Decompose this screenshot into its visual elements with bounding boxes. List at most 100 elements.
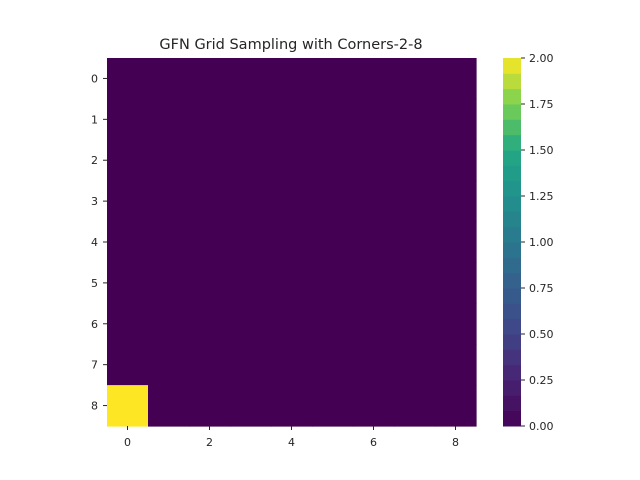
y-tick-label: 1 bbox=[91, 113, 98, 126]
colorbar-tick-label: 1.00 bbox=[529, 236, 554, 249]
colorbar-segment bbox=[503, 180, 521, 197]
heatmap-cell bbox=[353, 344, 395, 386]
colorbar-tick-label: 0.25 bbox=[529, 374, 554, 387]
heatmap-cell bbox=[435, 303, 477, 345]
heatmap-cell bbox=[271, 98, 313, 141]
heatmap-cell bbox=[353, 262, 395, 304]
heatmap-cell bbox=[394, 303, 436, 345]
heatmap-cell bbox=[271, 344, 313, 386]
heatmap-cell bbox=[353, 98, 395, 141]
colorbar-segment bbox=[503, 104, 521, 120]
x-tick-label: 0 bbox=[124, 436, 131, 449]
heatmap-cell bbox=[312, 303, 354, 345]
y-tick-label: 6 bbox=[91, 318, 98, 331]
colorbar-segment bbox=[503, 272, 521, 289]
heatmap-cell bbox=[189, 221, 231, 264]
colorbar-tick-label: 0.00 bbox=[529, 420, 554, 433]
heatmap-cell bbox=[148, 98, 190, 141]
colorbar-segment bbox=[503, 334, 521, 350]
colorbar-segment bbox=[503, 318, 521, 335]
heatmap-cell bbox=[230, 303, 272, 345]
heatmap-cell bbox=[107, 221, 149, 264]
heatmap-cell bbox=[394, 98, 436, 141]
colorbar-segment bbox=[503, 257, 521, 274]
heatmap-cells bbox=[107, 58, 477, 427]
heatmap-cell bbox=[189, 303, 231, 345]
heatmap-cell bbox=[271, 221, 313, 264]
heatmap-cell bbox=[107, 139, 149, 182]
x-tick-label: 2 bbox=[206, 436, 213, 449]
heatmap-cell bbox=[148, 139, 190, 182]
heatmap-cell bbox=[230, 344, 272, 386]
colorbar-segment bbox=[503, 73, 521, 90]
colorbar-segment bbox=[503, 380, 521, 396]
y-tick-label: 8 bbox=[91, 400, 98, 413]
heatmap-cell bbox=[271, 139, 313, 182]
colorbar-segment bbox=[503, 288, 521, 304]
heatmap-cell bbox=[312, 262, 354, 304]
heatmap-cell bbox=[107, 303, 149, 345]
heatmap-cell bbox=[394, 139, 436, 182]
colorbar-segment bbox=[503, 410, 521, 427]
colorbar bbox=[503, 58, 521, 427]
colorbar-segment bbox=[503, 134, 521, 151]
colorbar-segment bbox=[503, 395, 521, 412]
heatmap-cell bbox=[435, 221, 477, 264]
heatmap-cell bbox=[312, 98, 354, 141]
heatmap-cell bbox=[394, 344, 436, 386]
colorbar-segment bbox=[503, 58, 521, 74]
heatmap-cell bbox=[189, 385, 231, 427]
heatmap-cell bbox=[312, 58, 354, 100]
heatmap-cell bbox=[148, 303, 190, 345]
x-tick-label: 4 bbox=[288, 436, 295, 449]
heatmap-cell bbox=[107, 180, 149, 223]
x-tick-label: 8 bbox=[452, 436, 459, 449]
heatmap-cell bbox=[148, 180, 190, 223]
heatmap-cell bbox=[107, 385, 149, 427]
heatmap-cell bbox=[148, 221, 190, 264]
heatmap-cell bbox=[435, 385, 477, 427]
x-axis: 0 2 4 6 8 bbox=[124, 426, 459, 449]
heatmap-cell bbox=[148, 385, 190, 427]
colorbar-segment bbox=[503, 165, 521, 182]
heatmap-cell bbox=[271, 180, 313, 223]
colorbar-segment bbox=[503, 211, 521, 228]
heatmap-cell bbox=[394, 180, 436, 223]
y-tick-label: 7 bbox=[91, 359, 98, 372]
heatmap-cell bbox=[312, 385, 354, 427]
colorbar-segment bbox=[503, 196, 521, 212]
heatmap-cell bbox=[435, 344, 477, 386]
heatmap-cell bbox=[107, 58, 149, 100]
heatmap-cell bbox=[189, 58, 231, 100]
y-tick-label: 5 bbox=[91, 277, 98, 290]
heatmap-cell bbox=[189, 98, 231, 141]
heatmap-cell bbox=[353, 221, 395, 264]
heatmap-cell bbox=[312, 221, 354, 264]
y-axis: 0 1 2 3 4 5 6 7 8 bbox=[91, 72, 107, 413]
x-tick-label: 6 bbox=[370, 436, 377, 449]
heatmap-cell bbox=[353, 139, 395, 182]
heatmap-cell bbox=[435, 139, 477, 182]
colorbar-segment bbox=[503, 226, 521, 243]
heatmap-cell bbox=[107, 344, 149, 386]
heatmap-cell bbox=[189, 262, 231, 304]
heatmap-cell bbox=[230, 221, 272, 264]
heatmap-cell bbox=[230, 385, 272, 427]
colorbar-tick-label: 1.25 bbox=[529, 190, 554, 203]
heatmap-cell bbox=[148, 344, 190, 386]
heatmap-cell bbox=[435, 262, 477, 304]
heatmap-cell bbox=[353, 58, 395, 100]
colorbar-tick-label: 1.50 bbox=[529, 144, 554, 157]
chart-title: GFN Grid Sampling with Corners-2-8 bbox=[159, 37, 422, 53]
heatmap-cell bbox=[394, 58, 436, 100]
heatmap-cell bbox=[271, 58, 313, 100]
heatmap-cell bbox=[435, 180, 477, 223]
colorbar-segment bbox=[503, 349, 521, 366]
heatmap-cell bbox=[107, 98, 149, 141]
y-tick-label: 0 bbox=[91, 72, 98, 85]
heatmap-cell bbox=[189, 344, 231, 386]
heatmap-cell bbox=[312, 180, 354, 223]
heatmap-cell bbox=[394, 221, 436, 264]
heatmap-cell bbox=[435, 58, 477, 100]
